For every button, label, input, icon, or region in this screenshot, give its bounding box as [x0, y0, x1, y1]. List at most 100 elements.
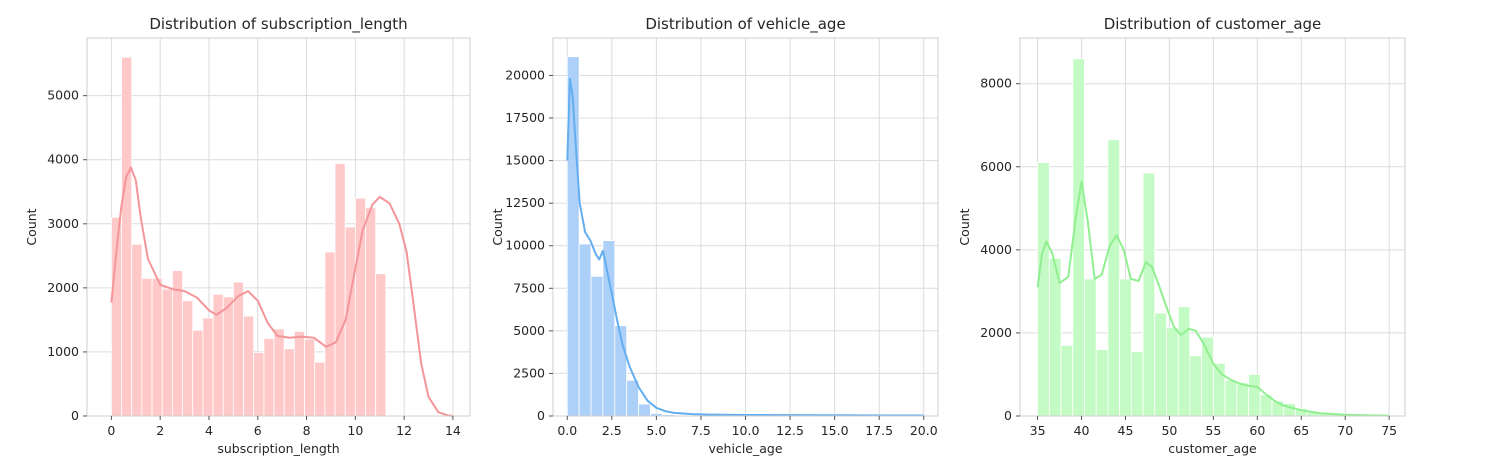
- histogram-bar: [253, 352, 265, 417]
- histogram-bar: [1095, 349, 1109, 417]
- chart-title: Distribution of subscription_length: [149, 15, 407, 34]
- kde-line: [110, 166, 454, 417]
- x-tick-label: 2: [156, 423, 164, 438]
- y-tick-label: 2500: [513, 365, 545, 380]
- y-tick-label: 1000: [47, 344, 79, 359]
- histogram-bar: [293, 331, 305, 417]
- histogram-bar: [131, 243, 143, 417]
- histogram-bar: [365, 207, 377, 417]
- x-tick-label: 45: [1118, 423, 1134, 438]
- x-axis-label: customer_age: [1168, 441, 1257, 456]
- y-axis-label: Count: [24, 208, 39, 245]
- histogram-bar: [334, 163, 346, 417]
- histogram-bar: [1072, 58, 1085, 417]
- y-tick-label: 5000: [47, 88, 79, 103]
- y-tick-label: 15000: [505, 153, 545, 168]
- histogram-bar: [354, 197, 366, 417]
- x-tick-label: 0.0: [557, 423, 577, 438]
- x-tick-label: 40: [1074, 423, 1090, 438]
- histogram-bar: [344, 226, 356, 417]
- y-tick-label: 0: [537, 408, 545, 423]
- x-tick-label: 6: [254, 423, 262, 438]
- y-tick-label: 20000: [505, 67, 545, 82]
- x-tick-label: 0: [107, 423, 115, 438]
- kde-line: [566, 77, 924, 417]
- x-tick-label: 70: [1337, 423, 1353, 438]
- x-axis-label: vehicle_age: [708, 441, 782, 456]
- y-tick-label: 2000: [47, 280, 79, 295]
- y-axis-label: Count: [957, 208, 972, 245]
- x-tick-label: 12.5: [776, 423, 804, 438]
- y-tick-label: 7500: [513, 280, 545, 295]
- y-tick-label: 4000: [980, 242, 1012, 257]
- histogram-bar: [1107, 139, 1121, 417]
- histogram-bar: [161, 288, 173, 417]
- y-tick-label: 6000: [980, 159, 1012, 174]
- histogram-bar: [273, 328, 285, 417]
- histogram-bar: [602, 240, 616, 417]
- histogram-bar: [1142, 172, 1156, 417]
- x-tick-label: 20.0: [910, 423, 938, 438]
- histogram-bar: [1177, 306, 1191, 417]
- histogram-bar: [324, 251, 336, 417]
- histogram-bar: [590, 275, 604, 417]
- x-tick-label: 10.0: [732, 423, 760, 438]
- x-tick-label: 65: [1293, 423, 1309, 438]
- histogram-bar: [638, 403, 651, 417]
- kde-line: [1036, 180, 1390, 417]
- x-tick-label: 60: [1249, 423, 1265, 438]
- x-tick-label: 8: [303, 423, 311, 438]
- x-tick-label: 17.5: [865, 423, 893, 438]
- histogram-bar: [1248, 374, 1261, 417]
- x-tick-label: 2.5: [602, 423, 622, 438]
- histogram-bar: [1130, 351, 1144, 417]
- y-tick-label: 17500: [505, 110, 545, 125]
- y-tick-label: 4000: [47, 152, 79, 167]
- histogram-bar: [263, 338, 275, 417]
- axes-frame: [86, 37, 471, 417]
- x-tick-label: 35: [1030, 423, 1046, 438]
- histogram-bar: [232, 281, 244, 417]
- chart-title: Distribution of vehicle_age: [645, 15, 845, 34]
- x-tick-label: 5.0: [646, 423, 666, 438]
- histogram-bar: [1060, 344, 1074, 417]
- histogram-bar: [1037, 162, 1050, 417]
- histogram-bar: [1154, 312, 1167, 417]
- x-tick-label: 12: [396, 423, 412, 438]
- x-tick-label: 10: [347, 423, 363, 438]
- panel-vehicle-age: 0.0 2.5 5.0 7.5 10.0 12.5 15.0 17.5 20.0 0 2500 500…: [490, 15, 939, 456]
- histogram-bar: [375, 273, 387, 417]
- histogram-bar: [182, 300, 194, 417]
- x-tick-label: 15.0: [821, 423, 849, 438]
- histogram-bar: [314, 361, 326, 417]
- x-tick-label: 50: [1161, 423, 1177, 438]
- histogram-bar: [626, 379, 639, 417]
- histogram-bar: [202, 317, 214, 417]
- histogram-bar: [1119, 278, 1132, 417]
- histogram-bar: [283, 348, 295, 417]
- histogram-bar: [171, 270, 183, 417]
- histogram-bar: [1166, 327, 1179, 417]
- histogram-bar: [1236, 382, 1249, 417]
- histogram-bar: [192, 329, 204, 417]
- x-axis-label: subscription_length: [217, 441, 339, 456]
- x-tick-label: 4: [205, 423, 213, 438]
- x-tick-label: 55: [1205, 423, 1221, 438]
- x-tick-label: 7.5: [691, 423, 711, 438]
- chart-title: Distribution of customer_age: [1104, 15, 1322, 34]
- axes-frame: [1019, 37, 1406, 417]
- y-tick-label: 3000: [47, 216, 79, 231]
- histogram-bar: [141, 277, 153, 417]
- histogram-bar: [222, 296, 234, 417]
- histogram-bar: [1201, 336, 1214, 417]
- panel-subscription-length: 0 2 4 6 8 10 12 14 0 1000 2000 3000 4000 5000 Distribu…: [24, 15, 471, 456]
- histogram-bar: [304, 338, 316, 417]
- y-tick-label: 2000: [980, 325, 1012, 340]
- y-tick-label: 12500: [505, 195, 545, 210]
- histogram-bar: [1084, 278, 1097, 417]
- histogram-bar: [1224, 379, 1238, 417]
- histogram-bar: [243, 315, 255, 417]
- x-tick-label: 75: [1381, 423, 1397, 438]
- y-tick-label: 10000: [505, 238, 545, 253]
